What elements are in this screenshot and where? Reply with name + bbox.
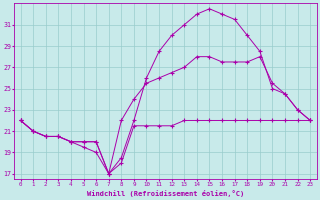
X-axis label: Windchill (Refroidissement éolien,°C): Windchill (Refroidissement éolien,°C) bbox=[87, 190, 244, 197]
